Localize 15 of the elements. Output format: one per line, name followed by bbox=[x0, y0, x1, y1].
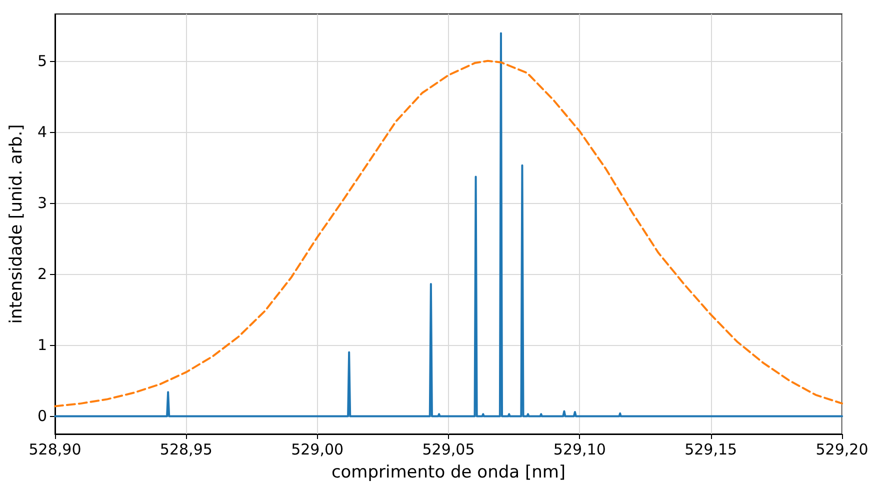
y-tick-label: 5 bbox=[37, 52, 47, 70]
x-tick-label: 529,00 bbox=[291, 440, 344, 458]
y-axis-title: intensidade [unid. arb.] bbox=[6, 124, 26, 324]
y-tick-label: 0 bbox=[37, 407, 47, 426]
y-tick-label: 1 bbox=[37, 336, 47, 354]
x-axis-title: comprimento de onda [nm] bbox=[331, 462, 566, 482]
x-tick-label: 529,05 bbox=[422, 440, 475, 458]
y-tick-label: 3 bbox=[37, 194, 47, 212]
x-tick-label: 529,10 bbox=[553, 440, 606, 458]
x-tick-label: 528,95 bbox=[160, 440, 212, 458]
x-tick-label: 529,20 bbox=[816, 440, 868, 458]
y-tick-label: 2 bbox=[37, 265, 47, 284]
x-tick-label: 528,90 bbox=[28, 440, 82, 458]
y-tick-label: 4 bbox=[37, 122, 47, 141]
x-tick-label: 529,15 bbox=[684, 440, 738, 458]
